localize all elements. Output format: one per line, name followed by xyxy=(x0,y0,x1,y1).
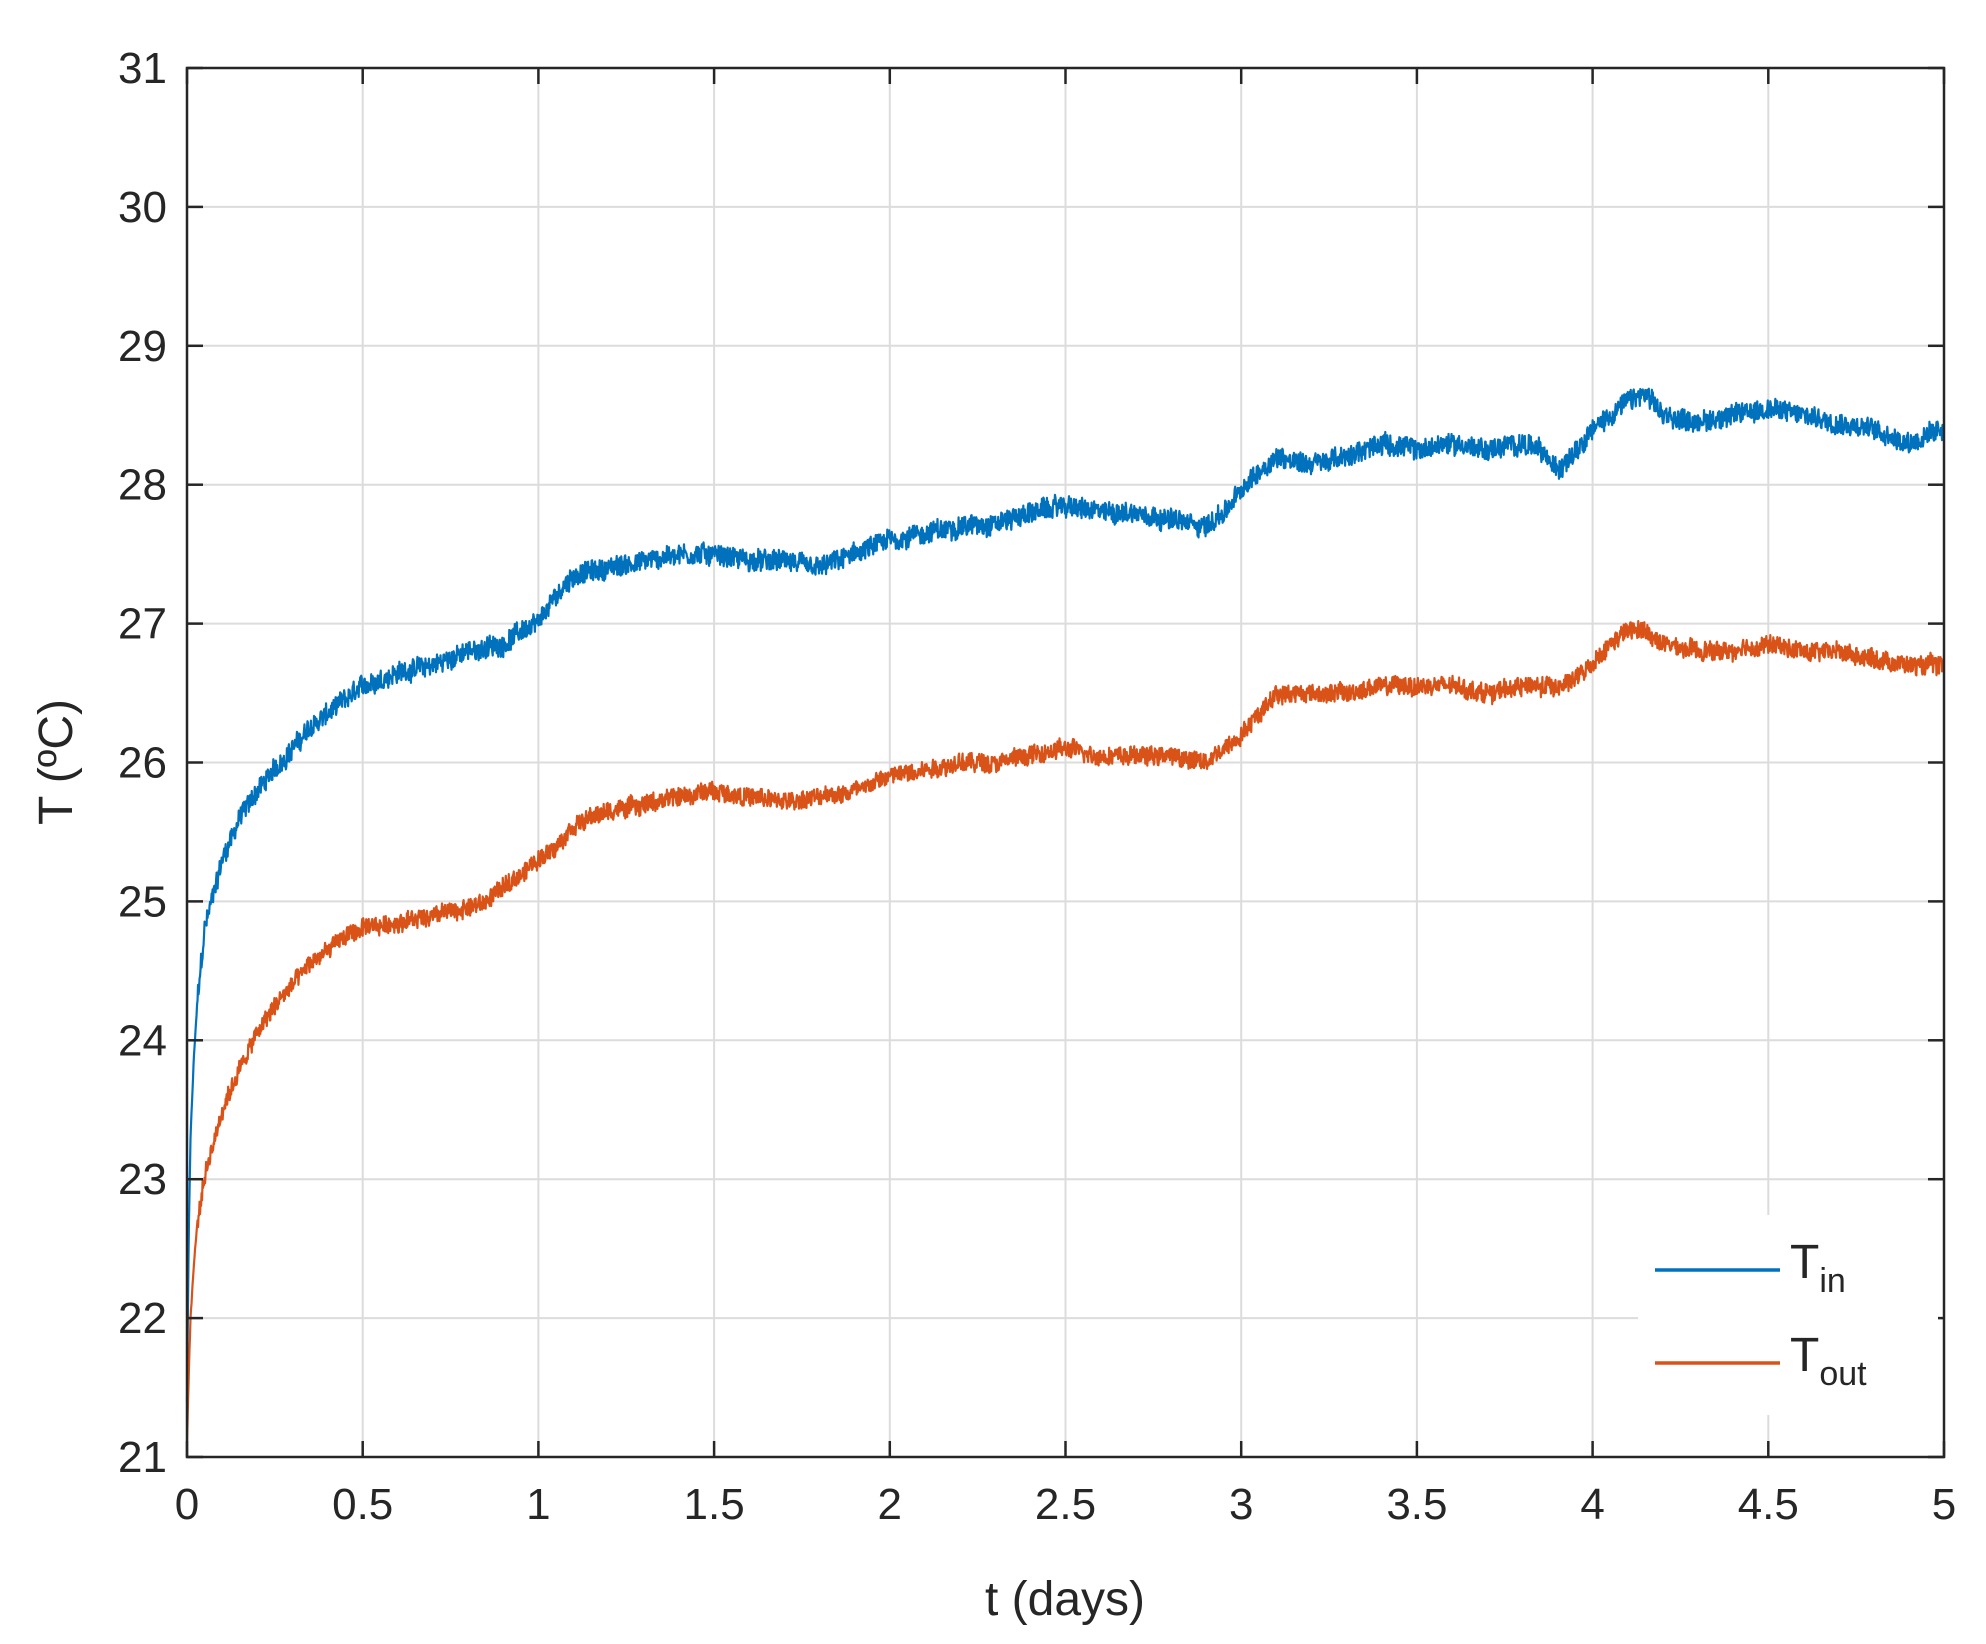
series-line-1 xyxy=(185,620,1946,1443)
x-tick-label: 4 xyxy=(1580,1480,1604,1529)
x-tick-label: 0.5 xyxy=(332,1480,393,1529)
x-tick-label: 5 xyxy=(1932,1480,1956,1529)
y-axis-label: T (ºC) xyxy=(30,699,83,825)
x-tick-label: 2.5 xyxy=(1035,1480,1096,1529)
y-tick-label: 28 xyxy=(118,461,167,510)
y-tick-label: 27 xyxy=(118,600,167,649)
series-layer xyxy=(185,387,1946,1443)
x-tick-labels: 0 0.5 1 1.5 2 2.5 3 3.5 4 4.5 5 xyxy=(175,1480,1956,1529)
x-tick-label: 1 xyxy=(526,1480,550,1529)
series-line-0 xyxy=(185,387,1946,1403)
legend-box xyxy=(1638,1215,1938,1415)
y-tick-label: 23 xyxy=(118,1155,167,1204)
x-tick-label: 2 xyxy=(878,1480,902,1529)
y-tick-label: 31 xyxy=(118,44,167,93)
x-tick-label: 1.5 xyxy=(684,1480,745,1529)
legend-label-t-out: Tout xyxy=(1790,1329,1867,1393)
y-tick-label: 30 xyxy=(118,183,167,232)
x-tick-label: 0 xyxy=(175,1480,199,1529)
legend: Tin Tout xyxy=(1638,1215,1938,1415)
x-tick-label: 3.5 xyxy=(1386,1480,1447,1529)
legend-label-t-in: Tin xyxy=(1790,1236,1846,1300)
y-tick-label: 21 xyxy=(118,1433,167,1482)
y-tick-label: 22 xyxy=(118,1294,167,1343)
x-tick-label: 3 xyxy=(1229,1480,1253,1529)
y-tick-label: 25 xyxy=(118,877,167,926)
x-tick-label: 4.5 xyxy=(1738,1480,1799,1529)
y-tick-labels: 21 22 23 24 25 26 27 28 29 30 31 xyxy=(118,44,167,1482)
y-tick-label: 29 xyxy=(118,322,167,371)
x-axis-label: t (days) xyxy=(985,1573,1145,1626)
axis-ticks xyxy=(185,66,1946,1459)
y-tick-label: 26 xyxy=(118,739,167,788)
y-tick-label: 24 xyxy=(118,1016,167,1065)
